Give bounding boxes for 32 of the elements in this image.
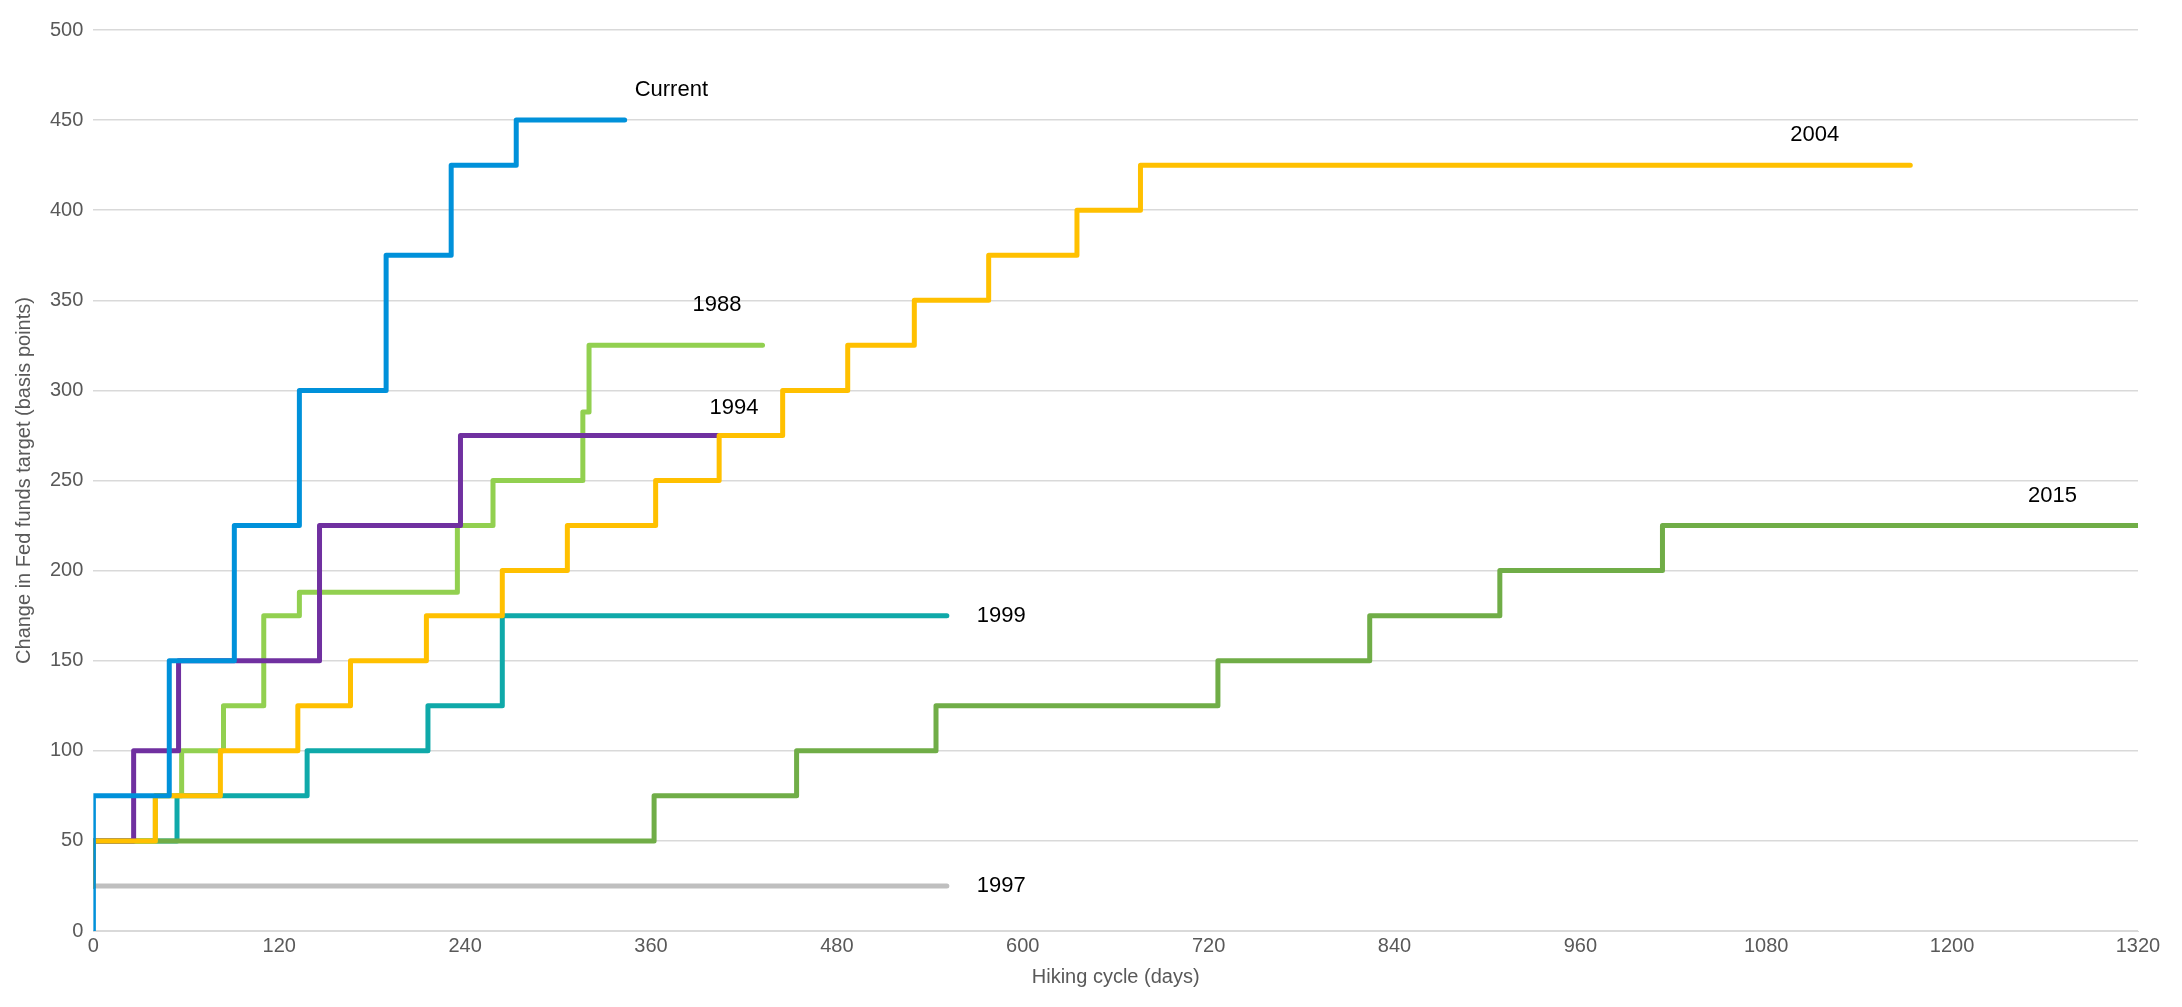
x-tick-label: 600 bbox=[1006, 933, 1040, 956]
series-label: 1994 bbox=[709, 393, 759, 419]
y-axis-title: Change in Fed funds target (basis points) bbox=[11, 297, 34, 664]
x-tick-label: 480 bbox=[820, 933, 854, 956]
y-tick-label: 150 bbox=[49, 648, 84, 671]
series-label: 1997 bbox=[976, 872, 1026, 898]
x-axis-title: Hiking cycle (days) bbox=[1031, 964, 1200, 987]
series-label: 2015 bbox=[2028, 481, 2077, 507]
x-tick-label: 1080 bbox=[1744, 933, 1789, 956]
y-tick-label: 100 bbox=[49, 738, 84, 761]
x-tick-label: 0 bbox=[87, 933, 99, 956]
series-label: Current bbox=[634, 76, 709, 102]
series-label: 1988 bbox=[692, 291, 742, 317]
x-tick-label: 360 bbox=[634, 933, 668, 956]
x-tick-label: 240 bbox=[448, 933, 482, 956]
y-tick-label: 300 bbox=[49, 377, 84, 400]
y-tick-label: 0 bbox=[72, 918, 84, 941]
x-tick-label: 1320 bbox=[2115, 933, 2161, 956]
x-tick-label: 840 bbox=[1377, 933, 1412, 956]
x-tick-label: 960 bbox=[1563, 933, 1598, 956]
x-tick-label: 720 bbox=[1191, 933, 1226, 956]
y-tick-label: 350 bbox=[49, 287, 84, 310]
x-tick-label: 1200 bbox=[1929, 933, 1975, 956]
y-tick-label: 500 bbox=[49, 17, 84, 40]
x-tick-label: 120 bbox=[262, 933, 296, 956]
y-tick-label: 200 bbox=[49, 558, 84, 581]
y-tick-label: 400 bbox=[49, 197, 84, 220]
series-label: 2004 bbox=[1790, 121, 1840, 147]
y-tick-label: 50 bbox=[61, 828, 84, 851]
y-tick-label: 250 bbox=[49, 468, 84, 491]
y-tick-label: 450 bbox=[49, 107, 84, 130]
series-label: 1999 bbox=[976, 601, 1026, 627]
